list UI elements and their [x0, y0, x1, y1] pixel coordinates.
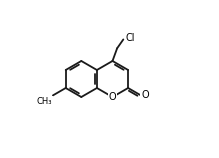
Text: O: O — [109, 92, 116, 102]
Text: Cl: Cl — [125, 33, 135, 43]
Text: CH₃: CH₃ — [37, 97, 52, 106]
Text: O: O — [141, 90, 149, 100]
